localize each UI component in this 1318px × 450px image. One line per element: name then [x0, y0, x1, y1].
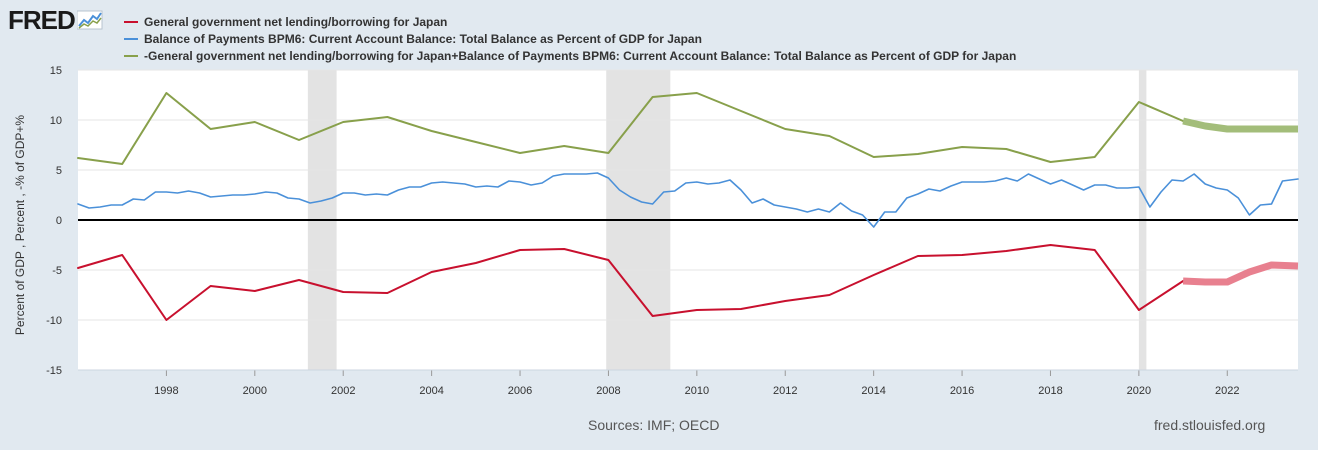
x-tick-label: 2012 — [773, 385, 797, 397]
legend-item-combined[interactable]: -General government net lending/borrowin… — [124, 47, 1016, 64]
x-tick-label: 2008 — [596, 385, 620, 397]
x-tick-label: 2006 — [508, 385, 532, 397]
x-tick-label: 2014 — [861, 385, 885, 397]
y-tick-label: -10 — [46, 315, 62, 327]
legend: General government net lending/borrowing… — [124, 13, 1016, 64]
legend-label-combined: -General government net lending/borrowin… — [144, 48, 1017, 63]
y-tick-label: 15 — [50, 65, 62, 77]
x-tick-label: 2022 — [1215, 385, 1239, 397]
series-forecast-line-4 — [1182, 117, 1298, 133]
series-forecast-line-1 — [1182, 261, 1299, 286]
x-tick-label: 2002 — [331, 385, 355, 397]
x-tick-label: 2004 — [419, 385, 443, 397]
fred-logo-text: FRED — [8, 4, 76, 35]
y-tick-label: 0 — [56, 215, 62, 227]
y-tick-label: -5 — [52, 265, 62, 277]
x-tick-label: 2010 — [685, 385, 709, 397]
fred-logo[interactable]: FRED — [8, 4, 103, 35]
legend-item-net-lending[interactable]: General government net lending/borrowing… — [124, 13, 1016, 30]
x-tick-label: 2020 — [1127, 385, 1151, 397]
series-line-3 — [77, 92, 1185, 165]
legend-swatch-combined — [124, 54, 138, 57]
legend-item-current-account[interactable]: Balance of Payments BPM6: Current Accoun… — [124, 30, 1016, 47]
legend-label-net-lending: General government net lending/borrowing… — [144, 14, 448, 29]
series-line-0 — [77, 244, 1185, 321]
x-tick-label: 1998 — [154, 385, 178, 397]
y-tick-label: 10 — [50, 115, 62, 127]
footer-site-link[interactable]: fred.stlouisfed.org — [1154, 417, 1266, 433]
x-tick-label: 2018 — [1038, 385, 1062, 397]
legend-swatch-net-lending — [124, 20, 138, 23]
y-tick-label: -15 — [46, 365, 62, 377]
legend-label-current-account: Balance of Payments BPM6: Current Accoun… — [144, 31, 702, 46]
footer-sources: Sources: IMF; OECD — [588, 417, 720, 433]
x-tick-label: 2016 — [950, 385, 974, 397]
y-tick-label: 5 — [56, 165, 62, 177]
y-axis-label: Percent of GDP , Percent , -% of GDP+% — [13, 115, 27, 336]
series-line-2 — [77, 172, 1299, 228]
x-tick-label: 2000 — [243, 385, 267, 397]
legend-swatch-current-account — [124, 37, 138, 40]
fred-logo-chart-icon — [76, 10, 103, 30]
